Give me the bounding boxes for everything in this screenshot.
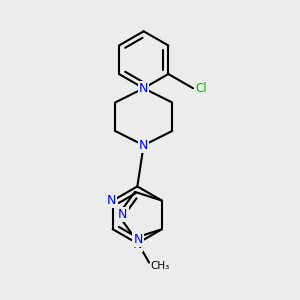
Text: N: N: [139, 82, 148, 95]
Text: N: N: [133, 238, 142, 251]
Text: Cl: Cl: [195, 82, 207, 95]
Text: N: N: [139, 139, 148, 152]
Text: N: N: [118, 208, 128, 221]
Text: N: N: [134, 233, 143, 246]
Text: N: N: [106, 194, 116, 207]
Text: CH₃: CH₃: [151, 261, 170, 271]
